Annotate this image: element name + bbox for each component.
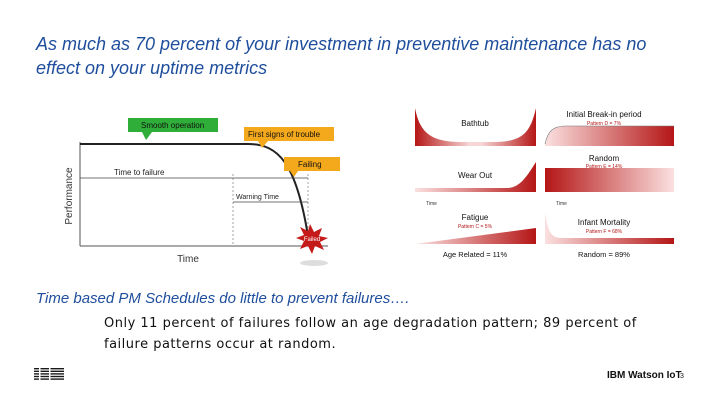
pattern-bathtub: Bathtub Pattern A = 4% [415, 108, 536, 146]
wear-out-label: Wear Out [458, 171, 493, 180]
fatigue-sub: Pattern C = 5% [458, 224, 493, 230]
infant-mortality-shape [545, 212, 674, 244]
time-to-failure-label: Time to failure [114, 168, 165, 177]
failed-burst [296, 224, 328, 254]
wear-out-sub: Pattern B = 2% [458, 181, 492, 187]
slide-title: As much as 70 percent of your investment… [36, 34, 647, 78]
fatigue-shape [415, 228, 536, 244]
infant-mortality-label: Infant Mortality [578, 218, 630, 227]
failed-shadow [300, 260, 328, 266]
pattern-wear-out: Wear Out Pattern B = 2% [415, 162, 536, 192]
random-label: Random [589, 154, 620, 163]
smooth-operation-callout [128, 118, 218, 132]
pattern-infant-mortality: Infant Mortality Pattern F = 68% [545, 212, 674, 244]
performance-curve [80, 143, 309, 237]
pattern-fatigue: Fatigue Pattern C = 5% [415, 213, 536, 244]
bathtub-shape [415, 108, 536, 146]
slide-note: Only 11 percent of failures follow an ag… [104, 316, 637, 352]
warning-time-label: Warning Time [236, 194, 279, 201]
wear-out-shape [415, 162, 536, 192]
first-signs-label: First signs of trouble [248, 130, 321, 139]
break-in-shape [545, 126, 674, 146]
failing-label: Failing [298, 160, 322, 169]
first-signs-callout [244, 127, 334, 141]
page-number: 3 [680, 373, 684, 380]
pattern-random: Random Pattern E = 14% [545, 154, 674, 192]
bathtub-label: Bathtub [461, 119, 489, 128]
pattern-break-in: Initial Break-in period Pattern D = 7% [544, 110, 674, 146]
time-label-left: Time [426, 201, 437, 207]
failing-callout [284, 157, 340, 171]
break-in-label: Initial Break-in period [566, 110, 641, 119]
fatigue-label: Fatigue [462, 213, 489, 222]
pf-curve-diagram: Performance Time Time to failure Warning… [64, 118, 340, 266]
age-related-total: Age Related = 11% [443, 250, 508, 259]
x-axis-label: Time [177, 254, 199, 265]
footer-brand: IBM Watson IoT [607, 370, 682, 381]
slide-subtitle: Time based PM Schedules do little to pre… [36, 290, 410, 307]
failed-label: Failed [304, 237, 320, 243]
random-sub: Pattern E = 14% [586, 164, 623, 170]
y-axis-label: Performance [64, 167, 75, 225]
bathtub-sub: Pattern A = 4% [458, 130, 492, 136]
infant-mortality-sub: Pattern F = 68% [586, 229, 623, 235]
time-label-right: Time [556, 201, 567, 207]
random-total: Random = 89% [578, 250, 630, 259]
break-in-sub: Pattern D = 7% [587, 121, 622, 127]
ibm-logo [34, 368, 64, 380]
random-shape [545, 168, 674, 192]
smooth-operation-label: Smooth operation [141, 121, 204, 130]
failure-patterns-grid: Bathtub Pattern A = 4% Initial Break-in … [415, 108, 674, 259]
